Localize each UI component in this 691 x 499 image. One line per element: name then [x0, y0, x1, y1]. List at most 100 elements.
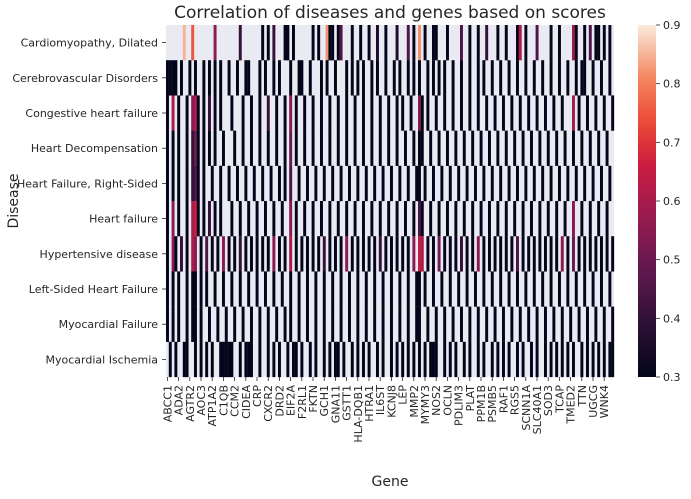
row-label: Cardiomyopathy, Dilated [21, 37, 158, 50]
heatmap-cell [493, 95, 497, 131]
heatmap-cell [468, 60, 472, 96]
column-label: EIF2A [285, 385, 298, 417]
heatmap-cell [549, 271, 553, 307]
heatmap-cell [196, 201, 200, 237]
heatmap-cell [462, 341, 466, 378]
heatmap-cell [345, 60, 349, 96]
column-label: IL6ST [374, 385, 387, 415]
heatmap-cell [460, 60, 463, 96]
heatmap-cell [300, 236, 304, 272]
heatmap-cell [336, 95, 340, 131]
heatmap-cell [457, 271, 461, 307]
column-label: PDLIM3 [453, 385, 466, 426]
heatmap-cell [331, 271, 335, 307]
x-axis-label: Gene [372, 474, 409, 490]
colorbar-gradient [638, 25, 656, 377]
heatmap-cell [574, 271, 578, 307]
heatmap-cell [434, 341, 438, 378]
heatmap-cell [230, 271, 234, 307]
heatmap-cell [406, 60, 410, 96]
heatmap-cell [356, 165, 360, 202]
heatmap-cell [185, 95, 189, 131]
heatmap-cell [199, 236, 203, 272]
heatmap-cell [406, 165, 410, 202]
heatmap-cell [222, 271, 225, 307]
heatmap-cell [250, 341, 253, 378]
heatmap-cell [434, 95, 438, 131]
heatmap-cell [409, 95, 413, 131]
column-labels: ABCC1ADA2AGTR2AOC3ATP1A2C1QBCCM2CIDEACRP… [161, 377, 611, 443]
heatmap-cell [507, 165, 511, 202]
heatmap-cell [572, 25, 575, 61]
heatmap-cell [353, 201, 357, 237]
heatmap-cell [208, 60, 211, 96]
heatmap-cell [507, 341, 511, 378]
heatmap-cell [404, 130, 407, 166]
heatmap-cell [504, 201, 508, 237]
heatmap-cell [608, 341, 612, 378]
heatmap-cell [264, 201, 267, 237]
heatmap-cell [451, 306, 455, 342]
heatmap-cell [250, 95, 253, 131]
heatmap-cell [401, 341, 405, 378]
heatmap-cell [205, 341, 209, 378]
heatmap-cell [460, 306, 463, 342]
column-label: TTN [576, 385, 589, 407]
heatmap-cell [513, 130, 517, 166]
heatmap-cell [516, 341, 519, 378]
heatmap-cell [177, 165, 181, 202]
heatmap-cell [516, 25, 519, 61]
heatmap-cell [328, 341, 332, 378]
heatmap-cell [359, 25, 363, 61]
heatmap-cell [381, 341, 385, 378]
heatmap-cell [272, 201, 276, 237]
heatmap-cell [608, 60, 612, 96]
heatmap-cell [605, 201, 609, 237]
heatmap-cell [258, 306, 262, 342]
heatmap-cell [278, 60, 281, 96]
heatmap-cell [432, 341, 435, 378]
heatmap-cell [390, 236, 393, 272]
heatmap-cell [264, 60, 267, 96]
heatmap-cell [174, 236, 178, 272]
heatmap-cell [566, 271, 570, 307]
heatmap-cell [356, 341, 360, 378]
colorbar-tick-label: 0.5 [663, 254, 681, 267]
row-label: Hypertensive disease [40, 248, 159, 261]
heatmap-cell [182, 25, 186, 61]
heatmap-cell [597, 201, 601, 237]
heatmap-cell [401, 95, 405, 131]
heatmap-cell [199, 341, 203, 378]
heatmap-cell [392, 60, 396, 96]
heatmap-cell [415, 306, 419, 342]
heatmap-cell [171, 236, 175, 272]
column-label: TMED2 [565, 385, 578, 425]
heatmap-cell [600, 165, 603, 202]
heatmap-cell [602, 95, 606, 131]
colorbar-tick-label: 0.6 [663, 195, 681, 208]
heatmap-cell [264, 271, 267, 307]
heatmap-cell [317, 236, 321, 272]
heatmap-cell [244, 341, 248, 378]
heatmap-cell [496, 341, 500, 378]
heatmap-cell [524, 25, 528, 61]
heatmap-cell [317, 25, 321, 61]
heatmap-cell [182, 341, 186, 378]
heatmap-cell [398, 271, 402, 307]
heatmap-cell [415, 271, 419, 307]
heatmap-cell [275, 306, 279, 342]
heatmap-cell [490, 165, 494, 202]
heatmap-cell [236, 165, 239, 202]
column-label: NOS2 [430, 385, 443, 416]
heatmap-cell [208, 306, 211, 342]
heatmap-cell [255, 201, 259, 237]
heatmap-cell [426, 60, 430, 96]
heatmap-cell [350, 60, 354, 96]
heatmap-cell [530, 130, 533, 166]
heatmap-cell [485, 306, 489, 342]
heatmap-cell [367, 236, 371, 272]
heatmap-cell [541, 60, 545, 96]
heatmap-cell [580, 60, 584, 96]
heatmap-cell [261, 236, 265, 272]
heatmap-cell [583, 271, 587, 307]
